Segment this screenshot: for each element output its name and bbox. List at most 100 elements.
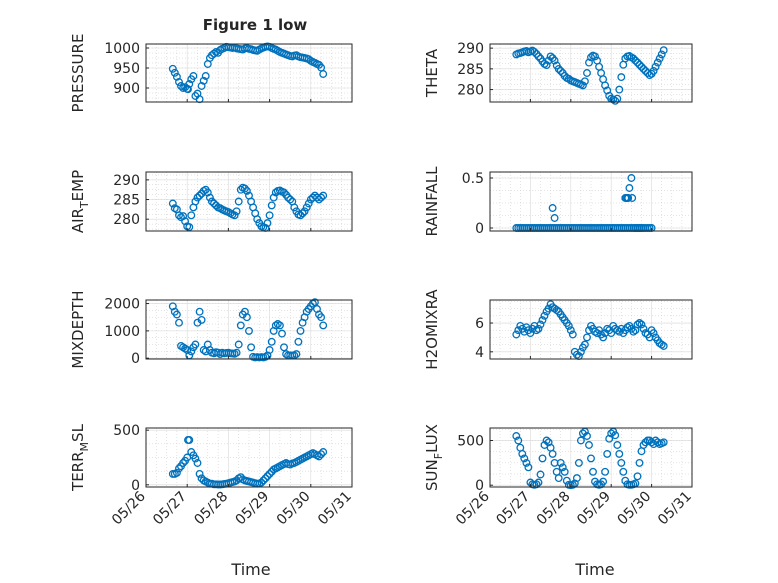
y-tick-label: 500	[457, 434, 484, 450]
y-axis-label: MIXDEPTH	[69, 290, 87, 368]
data-point	[546, 52, 555, 61]
data-point	[269, 193, 278, 202]
data-point	[548, 449, 557, 458]
data-point	[242, 186, 251, 195]
x-tick-label: 05/30	[274, 489, 314, 529]
subplot-2: 280 285 290 THETA	[423, 41, 693, 105]
data-point	[628, 194, 637, 202]
data-point	[595, 326, 604, 335]
data-point	[280, 188, 288, 197]
data-point	[172, 310, 181, 319]
data-point	[548, 204, 557, 212]
data-point	[587, 454, 595, 463]
data-point	[657, 340, 666, 349]
data-point	[587, 53, 595, 62]
data-point	[286, 195, 295, 204]
axes-frame	[145, 299, 353, 360]
data-point	[210, 199, 218, 208]
data-point	[540, 311, 549, 320]
subplot-5: 0 1000 2000 MIXDEPTH	[69, 290, 353, 369]
y-tick-label: 2000	[104, 297, 140, 313]
data-point	[560, 467, 569, 476]
data-point	[619, 467, 628, 476]
y-tick-label: 290	[457, 41, 484, 57]
data-point	[195, 469, 204, 478]
data-point	[538, 454, 547, 463]
data-point	[168, 64, 177, 73]
data-point	[635, 319, 644, 327]
data-point	[550, 214, 559, 222]
data-point	[168, 199, 177, 208]
data-point	[659, 46, 668, 55]
subplot-1: 900 950 1000 PRESSURE	[69, 34, 353, 113]
y-axis-label: H2OMIXRA	[423, 289, 441, 370]
data-point	[263, 472, 272, 481]
y-tick-label: 500	[113, 423, 140, 439]
data-point	[633, 320, 642, 329]
data-point	[566, 326, 575, 335]
data-point	[655, 54, 664, 63]
subplots-grid: 900 950 1000 PRESSURE 280 285 290 THETA 280 285 29…	[69, 34, 695, 529]
axes-background	[489, 171, 693, 232]
data-point	[607, 429, 616, 438]
data-point	[629, 54, 638, 63]
x-tick-label: 05/27	[493, 489, 533, 529]
data-point	[574, 458, 583, 467]
y-tick-label: 0	[131, 351, 140, 367]
data-point	[179, 459, 188, 467]
data-point	[532, 480, 541, 489]
data-point	[191, 197, 200, 206]
data-point	[275, 321, 284, 330]
data-point	[659, 438, 668, 447]
y-tick-label: 900	[113, 81, 140, 97]
y-axis-label: TERRMSL	[69, 423, 91, 492]
data-point	[641, 66, 650, 75]
data-point	[257, 478, 266, 487]
data-point	[599, 477, 608, 486]
data-point	[267, 337, 276, 346]
data-point	[627, 174, 636, 182]
data-point	[601, 467, 610, 476]
data-point	[175, 318, 183, 327]
data-point	[187, 347, 196, 356]
data-point	[564, 74, 573, 83]
data-point	[629, 327, 638, 336]
data-point	[615, 85, 624, 94]
data-point	[554, 64, 563, 73]
y-axis-label: PRESSURE	[69, 34, 87, 113]
axes-background	[489, 427, 693, 488]
subplot-7: 0 500 05/26 05/27 05/28 05/29 05/30 05/31 TERRMS…	[69, 423, 355, 528]
data-point	[530, 47, 539, 56]
y-tick-label: 4	[475, 345, 484, 361]
data-point	[265, 346, 274, 354]
data-point	[568, 480, 577, 489]
data-point	[193, 459, 202, 467]
axes-frame	[145, 171, 353, 232]
data-point	[534, 324, 543, 333]
data-point	[296, 326, 305, 335]
x-tick-label: 05/29	[574, 489, 614, 529]
data-point	[534, 52, 543, 61]
data-point	[253, 215, 262, 224]
axes-frame	[145, 427, 353, 488]
data-point	[315, 452, 323, 461]
data-point	[181, 217, 190, 226]
data-point	[514, 436, 523, 445]
x-tick-label: 05/31	[655, 489, 695, 529]
data-point	[613, 441, 622, 449]
y-axis-label: SUNFLUX	[423, 424, 445, 491]
y-axis-label: AIRTEMP	[69, 170, 91, 233]
data-point	[576, 436, 585, 445]
data-point	[526, 329, 535, 338]
data-point	[298, 209, 307, 218]
data-point	[580, 77, 589, 86]
data-point	[195, 307, 204, 316]
data-point	[261, 352, 270, 361]
data-point	[558, 463, 567, 472]
data-point	[302, 203, 311, 212]
data-point	[195, 191, 204, 200]
data-point	[230, 211, 239, 220]
data-point	[185, 80, 194, 88]
data-point	[624, 194, 633, 202]
y-tick-label: 285	[457, 62, 484, 78]
